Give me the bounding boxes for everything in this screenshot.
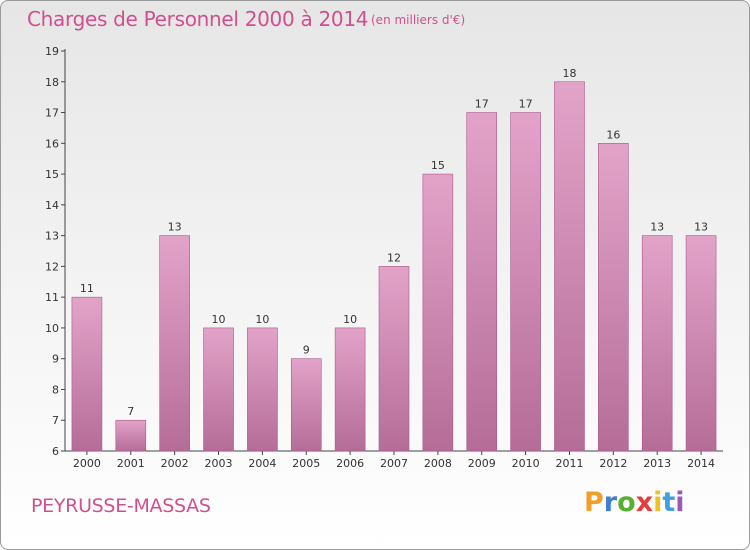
x-tick-label-2007: 2007 <box>380 457 408 470</box>
data-labels: 11 7 13 10 10 9 10 12 15 17 17 18 16 13 13 <box>80 67 708 418</box>
y-tick-label: 15 <box>45 168 59 181</box>
data-label-2008: 15 <box>431 159 445 172</box>
data-label-2012: 16 <box>606 128 620 141</box>
y-tick-label: 8 <box>52 383 59 396</box>
x-tick-label-2014: 2014 <box>687 457 715 470</box>
bar-2004 <box>247 327 278 452</box>
bar-2001 <box>115 419 147 452</box>
x-tick-label-2000: 2000 <box>73 457 101 470</box>
data-label-2006: 10 <box>343 313 357 326</box>
bar-2014 <box>685 235 717 452</box>
data-label-2009: 17 <box>475 98 489 111</box>
data-label-2001: 7 <box>127 405 134 418</box>
x-tick-label-2012: 2012 <box>599 457 627 470</box>
data-label-2014: 13 <box>694 221 708 234</box>
bar-2008 <box>422 173 454 452</box>
data-label-2004: 10 <box>255 313 269 326</box>
logo-letter: P <box>584 487 604 518</box>
bar-2011 <box>554 81 585 452</box>
logo-letter: t <box>662 487 676 518</box>
x-tick-label-2010: 2010 <box>512 457 540 470</box>
x-tick-label-2004: 2004 <box>248 457 276 470</box>
y-tick-label: 9 <box>52 353 59 366</box>
chart-title: Charges de Personnel 2000 à 2014 <box>27 7 369 31</box>
bar-2009 <box>466 112 498 452</box>
logo-letter: r <box>603 487 618 518</box>
x-axis: 2000 2001 2002 2003 2004 2005 2006 2007 2008 2009… <box>65 450 723 470</box>
data-label-2011: 18 <box>562 67 576 80</box>
x-tick-label-2009: 2009 <box>468 457 496 470</box>
commune-name: PEYRUSSE-MASSAS <box>31 495 211 517</box>
y-tick-label: 6 <box>52 445 59 458</box>
y-tick-label: 10 <box>45 322 59 335</box>
bar-2003 <box>203 327 234 452</box>
logo-letter: x <box>635 487 654 518</box>
y-tick-label: 12 <box>45 260 59 273</box>
data-label-2013: 13 <box>650 221 664 234</box>
bar-2010 <box>510 112 541 452</box>
bar-2000 <box>71 296 103 452</box>
logo-letter: o <box>617 487 636 518</box>
x-tick-label-2003: 2003 <box>205 457 233 470</box>
y-axis: 6 7 8 9 10 11 12 13 14 15 16 17 18 19 <box>45 45 66 458</box>
y-tick-label: 18 <box>45 76 59 89</box>
y-tick-label: 11 <box>45 291 59 304</box>
x-tick-label-2008: 2008 <box>424 457 452 470</box>
bar-2002 <box>159 235 190 452</box>
bar-2012 <box>598 143 629 452</box>
y-tick-label: 13 <box>45 230 59 243</box>
bar-2006 <box>334 327 366 452</box>
y-tick-label: 7 <box>52 414 59 427</box>
y-tick-label: 14 <box>45 199 59 212</box>
bar-2013 <box>641 235 673 452</box>
y-tick-label: 16 <box>45 137 59 150</box>
y-tick-label: 19 <box>45 45 59 58</box>
x-tick-label-2002: 2002 <box>161 457 189 470</box>
data-label-2000: 11 <box>80 282 94 295</box>
x-tick-label-2001: 2001 <box>117 457 145 470</box>
data-label-2005: 9 <box>303 344 310 357</box>
logo-letter: i <box>675 487 685 518</box>
data-label-2002: 13 <box>168 221 182 234</box>
x-tick-label-2011: 2011 <box>555 457 583 470</box>
data-label-2010: 17 <box>519 98 533 111</box>
proxiti-logo: Proxiti <box>584 487 685 518</box>
data-label-2007: 12 <box>387 251 401 264</box>
data-label-2003: 10 <box>212 313 226 326</box>
x-tick-label-2013: 2013 <box>643 457 671 470</box>
chart-subtitle: (en milliers d'€) <box>371 13 466 27</box>
bar-2005 <box>290 358 322 452</box>
x-tick-label-2006: 2006 <box>336 457 364 470</box>
bars <box>71 81 717 452</box>
logo-letter: i <box>653 487 663 518</box>
bar-2007 <box>378 266 410 452</box>
y-tick-label: 17 <box>45 107 59 120</box>
x-tick-label-2005: 2005 <box>292 457 320 470</box>
